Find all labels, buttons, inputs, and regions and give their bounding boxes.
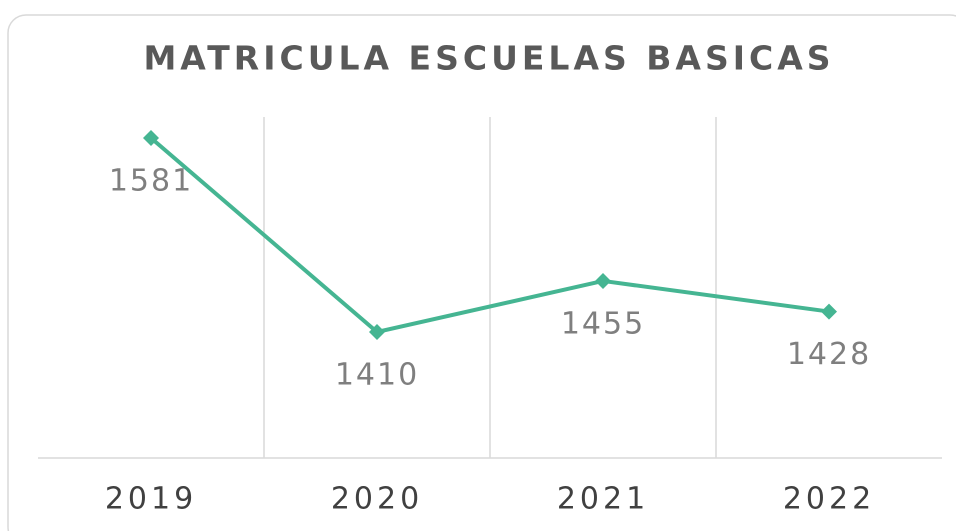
data-label: 1410 [335,358,419,393]
data-point [369,324,385,340]
data-label: 1455 [561,306,645,341]
data-line [149,136,830,334]
data-label: 1428 [787,337,871,372]
chart-frame [7,14,956,531]
data-label: 1581 [109,164,193,199]
data-point [595,272,611,289]
x-tick-label: 2022 [783,482,875,517]
data-point [143,130,159,146]
x-tick-label: 2020 [331,482,423,517]
chart-title: MATRICULA ESCUELAS BASICAS [143,39,834,78]
x-tick-label: 2019 [105,482,197,517]
x-tick-label: 2021 [557,482,649,517]
data-point [821,303,837,320]
